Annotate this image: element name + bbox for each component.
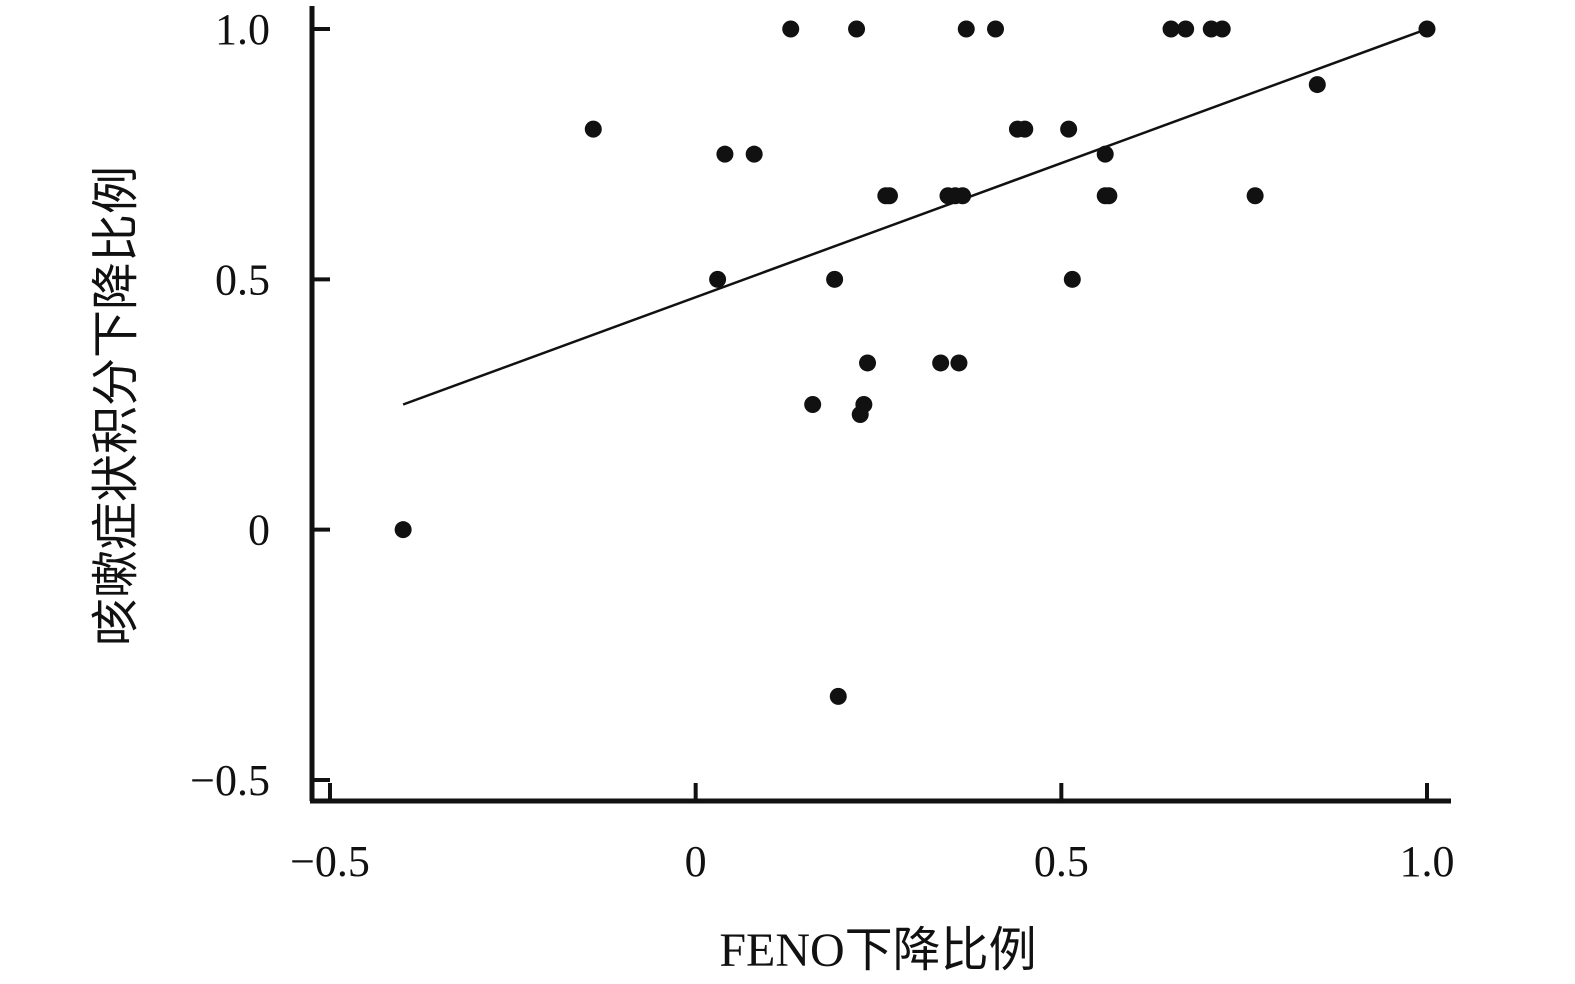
data-point [957,20,975,38]
data-point [829,687,847,705]
data-point [954,187,972,205]
data-point [826,270,844,288]
tick-marks [312,27,1429,801]
data-point [782,20,800,38]
tick-labels: −0.5 0 0.5 1.0 −0.5 0 0.5 1.0 [190,5,1454,886]
x-tick-label: −0.5 [290,837,370,886]
x-axis-title: FENO下降比例 [719,924,1036,977]
data-point [1162,20,1180,38]
data-point [880,187,898,205]
y-tick-label: −0.5 [190,756,270,805]
y-tick-label: 0.5 [215,255,270,304]
data-point [1060,120,1078,138]
y-tick-label: 1.0 [215,5,270,54]
data-point [1308,76,1326,94]
data-point [848,20,866,38]
data-point [1213,20,1231,38]
data-point [1100,187,1118,205]
data-point [1096,145,1114,163]
y-tick-label: 0 [248,506,270,555]
data-point [987,20,1005,38]
data-points [394,20,1436,705]
y-axis-title: 咳嗽症状积分下降比例 [90,166,143,646]
data-point [950,354,968,372]
data-point [1177,20,1195,38]
data-point [1246,187,1264,205]
x-tick-label: 0 [685,837,707,886]
data-point [745,145,763,163]
axes [309,6,1451,804]
data-point [1063,270,1081,288]
data-point [716,145,734,163]
data-point [1016,120,1034,138]
x-tick-label: 0.5 [1034,837,1089,886]
data-point [1418,20,1436,38]
data-point [709,270,727,288]
data-point [804,396,822,413]
data-point [932,354,950,372]
regression-line [402,27,1428,406]
data-point [394,521,412,539]
data-point [584,120,602,138]
data-point [859,354,877,372]
x-tick-label: 1.0 [1400,837,1455,886]
data-point [855,396,873,413]
